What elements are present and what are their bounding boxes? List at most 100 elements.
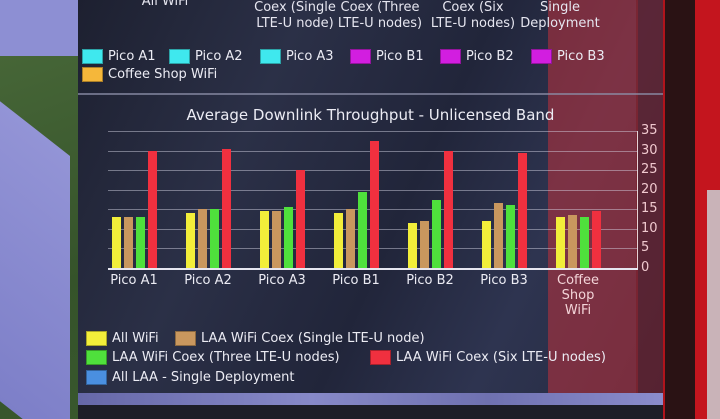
x-tick-label: Pico B2: [395, 273, 465, 288]
top-legend-item: Pico B1: [350, 49, 424, 64]
legend-label: LAA WiFi Coex (Six LTE-U nodes): [396, 350, 606, 365]
bar: [408, 223, 417, 268]
top-legend-item: Pico A2: [169, 49, 243, 64]
top-chart-column-label-line: LTE-U node): [256, 16, 334, 31]
y-tick-label: 30: [641, 142, 658, 158]
legend-label: All WiFi: [112, 331, 159, 346]
x-tick-label-line: Pico B2: [406, 273, 454, 288]
bar: [148, 150, 157, 268]
x-axis-baseline: [108, 268, 638, 270]
top-legend-item: Pico A1: [82, 49, 156, 64]
bar: [518, 152, 527, 268]
bar: [210, 209, 219, 268]
bar: [272, 211, 281, 268]
bar: [358, 191, 367, 268]
x-tick-label-line: Pico A3: [258, 273, 306, 288]
bar: [432, 199, 441, 268]
chart-title: Average Downlink Throughput - Unlicensed…: [186, 106, 555, 124]
x-tick-label-line: Pico B1: [332, 273, 380, 288]
gridline: [108, 131, 638, 132]
x-tick-label-line: Coffee: [557, 273, 599, 288]
legend-swatch-icon: [370, 350, 391, 365]
legend-swatch-icon: [440, 49, 461, 64]
legend-label: Pico A3: [286, 49, 334, 64]
top-chart-column-label-line: Coex (Six: [442, 0, 504, 15]
legend-label: Coffee Shop WiFi: [108, 67, 218, 82]
top-legend-item: Coffee Shop WiFi: [82, 67, 217, 82]
top-chart-column-label: All WiFi: [120, 0, 210, 10]
bar: [222, 148, 231, 268]
legend-swatch-icon: [260, 49, 281, 64]
legend-item: LAA WiFi Coex (Single LTE-U node): [175, 331, 425, 346]
legend-swatch-icon: [82, 67, 103, 82]
y-axis-line: [637, 131, 638, 270]
x-tick-label: Pico A1: [99, 273, 169, 288]
bar: [556, 217, 565, 268]
bar: [284, 207, 293, 268]
top-chart-column-label-line: All WiFi: [141, 0, 189, 9]
x-tick-label: Pico A2: [173, 273, 243, 288]
top-chart-column-label-line: LTE-U nodes): [337, 16, 423, 31]
legend-swatch-icon: [86, 331, 107, 346]
x-tick-label: Pico B1: [321, 273, 391, 288]
legend-item: All WiFi: [86, 331, 159, 346]
legend-label: Pico A2: [195, 49, 243, 64]
legend-label: LAA WiFi Coex (Single LTE-U node): [201, 331, 425, 346]
bar: [482, 221, 491, 268]
y-tick-label: 10: [641, 220, 658, 236]
bar: [334, 213, 343, 268]
background-wall: [0, 0, 80, 56]
legend-label: LAA WiFi Coex (Three LTE-U nodes): [112, 350, 340, 365]
top-legend-item: Pico A3: [260, 49, 334, 64]
legend-swatch-icon: [350, 49, 371, 64]
bar: [112, 217, 121, 268]
legend-swatch-icon: [175, 331, 196, 346]
screen-bottom-shadow: [78, 405, 663, 419]
bar: [296, 170, 305, 268]
top-chart-column-label-line: Deployment: [520, 16, 600, 31]
x-tick-label: Pico A3: [247, 273, 317, 288]
legend-label: Pico A1: [108, 49, 156, 64]
bar: [260, 211, 269, 268]
bar: [136, 217, 145, 268]
bar: [580, 217, 589, 268]
x-tick-label-line: WiFi: [564, 303, 592, 318]
screen-glare: [548, 0, 638, 395]
bar: [198, 209, 207, 268]
legend-swatch-icon: [86, 350, 107, 365]
legend-item: All LAA - Single Deployment: [86, 370, 295, 385]
y-tick-label: 15: [641, 201, 658, 217]
top-chart-column-label-line: Coex (Single: [254, 0, 336, 15]
legend-swatch-icon: [531, 49, 552, 64]
bar: [346, 209, 355, 268]
bar: [506, 205, 515, 268]
y-tick-label: 0: [641, 260, 650, 275]
top-chart-column-label-line: Coex (Three: [340, 0, 420, 15]
legend-swatch-icon: [86, 370, 107, 385]
x-tick-label: Pico B3: [469, 273, 539, 288]
x-tick-label-line: Shop: [561, 288, 595, 303]
legend-label: Pico B1: [376, 49, 424, 64]
top-chart-column-label-line: Single: [540, 0, 580, 15]
section-divider: [78, 93, 663, 95]
legend-label: Pico B3: [557, 49, 605, 64]
y-tick-label: 35: [641, 123, 658, 138]
bar: [592, 211, 601, 268]
top-legend-item: Pico B2: [440, 49, 514, 64]
bar: [568, 215, 577, 268]
y-tick-label: 20: [641, 181, 658, 197]
bar: [444, 150, 453, 268]
screen-glare-dark: [636, 0, 663, 395]
bar: [420, 221, 429, 268]
bar: [494, 203, 503, 268]
legend-swatch-icon: [82, 49, 103, 64]
bar: [186, 213, 195, 268]
legend-item: LAA WiFi Coex (Three LTE-U nodes): [86, 350, 340, 365]
x-tick-label-line: Pico B3: [480, 273, 528, 288]
background-plate: [707, 190, 720, 419]
top-chart-column-label-line: LTE-U nodes): [430, 16, 516, 31]
